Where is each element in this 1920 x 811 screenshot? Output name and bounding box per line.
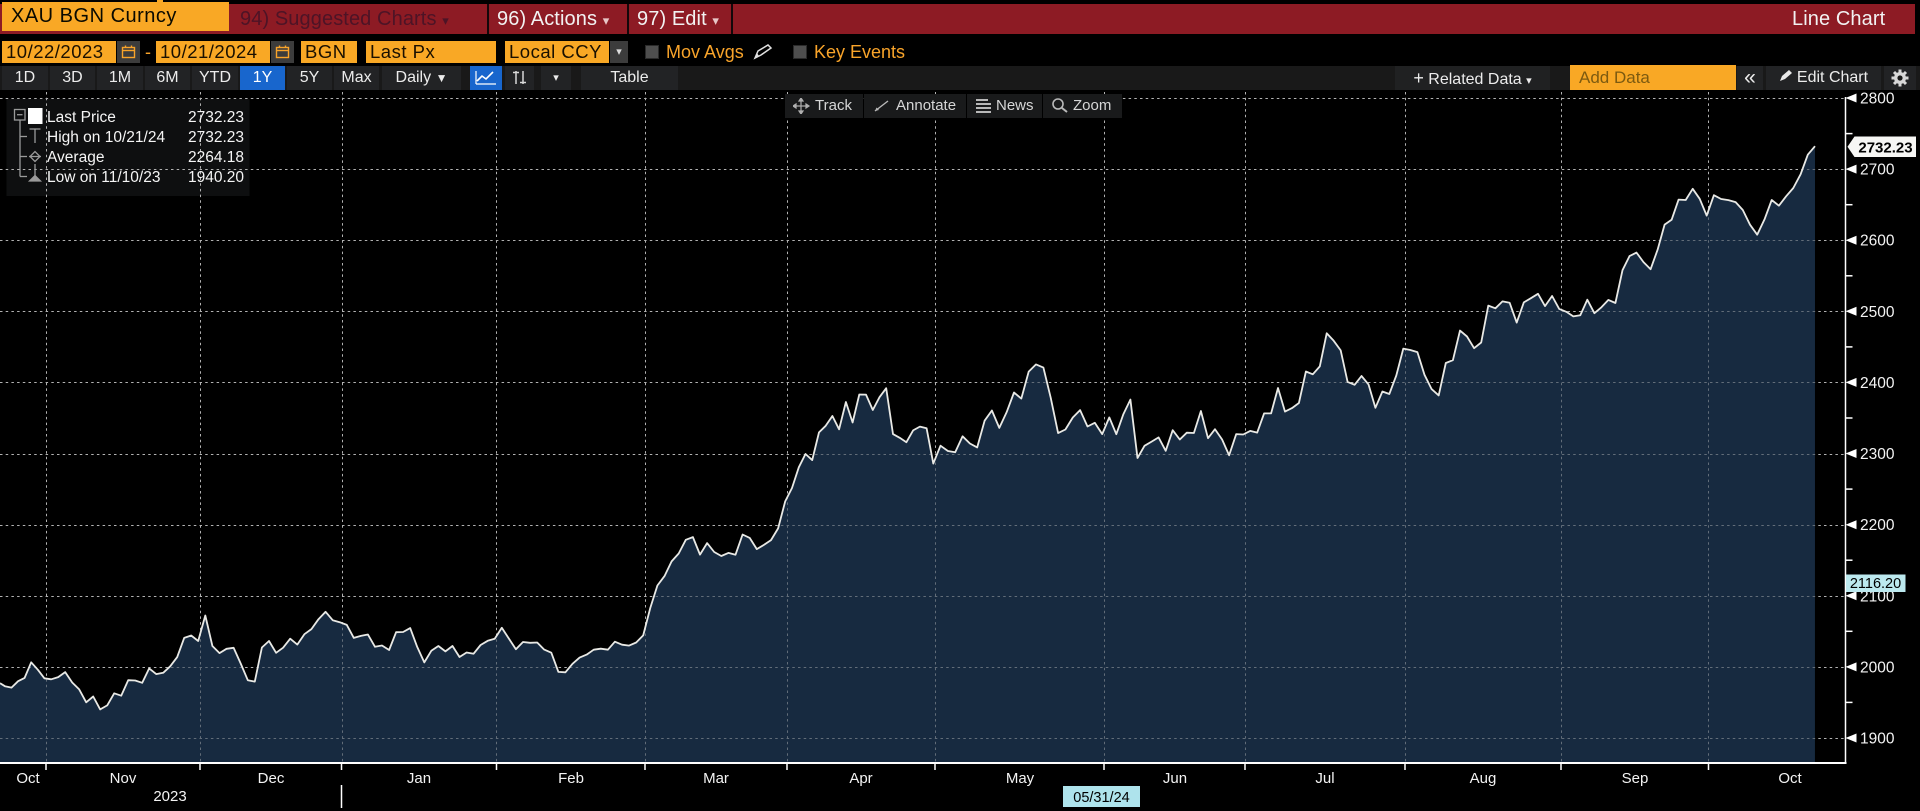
svg-text:Oct: Oct (16, 770, 40, 787)
svg-text:1900: 1900 (1860, 731, 1895, 748)
svg-text:05/31/24: 05/31/24 (1073, 790, 1129, 806)
svg-text:2732.23: 2732.23 (188, 129, 244, 146)
svg-text:Mar: Mar (703, 770, 729, 787)
svg-text:2116.20: 2116.20 (1850, 576, 1901, 592)
svg-text:Jul: Jul (1315, 770, 1334, 787)
svg-text:Oct: Oct (1778, 770, 1802, 787)
svg-text:Last Price: Last Price (47, 109, 116, 126)
svg-text:Apr: Apr (849, 770, 872, 787)
svg-text:2200: 2200 (1860, 517, 1895, 534)
svg-text:High on 10/21/24: High on 10/21/24 (47, 129, 165, 146)
svg-text:Dec: Dec (258, 770, 285, 787)
svg-text:Low on 11/10/23: Low on 11/10/23 (47, 169, 160, 186)
svg-text:Jun: Jun (1163, 770, 1187, 787)
svg-text:2300: 2300 (1860, 446, 1895, 463)
svg-text:2600: 2600 (1860, 233, 1895, 250)
svg-text:2000: 2000 (1860, 659, 1895, 676)
svg-text:Aug: Aug (1470, 770, 1497, 787)
svg-text:2500: 2500 (1860, 304, 1895, 321)
svg-text:2264.18: 2264.18 (188, 149, 244, 166)
svg-text:2732.23: 2732.23 (188, 109, 244, 126)
svg-text:2400: 2400 (1860, 375, 1895, 392)
svg-text:Jan: Jan (407, 770, 431, 787)
svg-text:1940.20: 1940.20 (188, 169, 244, 186)
svg-text:2800: 2800 (1860, 91, 1895, 108)
svg-text:2100: 2100 (1860, 588, 1895, 605)
svg-text:2023: 2023 (153, 788, 186, 805)
svg-text:Average: Average (47, 149, 104, 166)
svg-text:2732.23: 2732.23 (1858, 140, 1912, 157)
svg-text:May: May (1006, 770, 1035, 787)
svg-text:Feb: Feb (558, 770, 584, 787)
svg-text:Nov: Nov (110, 770, 137, 787)
svg-text:2700: 2700 (1860, 162, 1895, 179)
svg-text:Sep: Sep (1622, 770, 1649, 787)
